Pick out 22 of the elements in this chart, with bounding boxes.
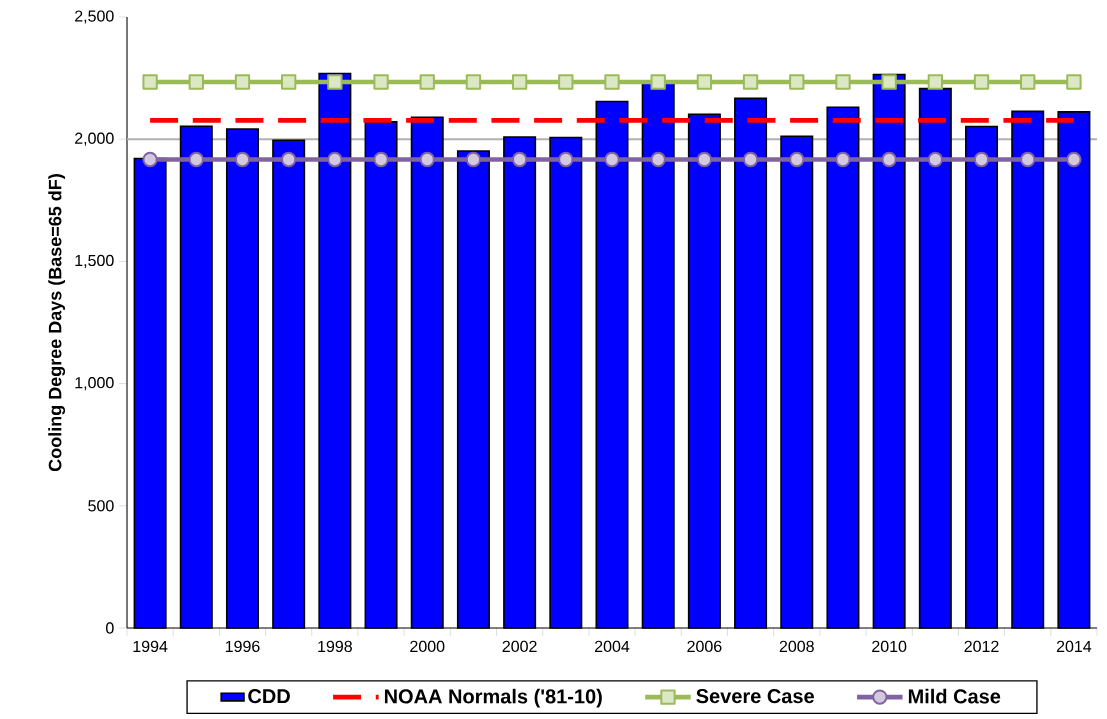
x-tick-label: 2008 (779, 640, 814, 653)
y-tick-label: 1,500 (75, 254, 114, 269)
legend-label: Mild Case (908, 688, 1001, 704)
legend-label: Severe Case (696, 689, 814, 704)
x-tick-label: 2006 (687, 640, 722, 653)
x-tick-label: 1996 (225, 640, 260, 653)
x-tick-label: 2014 (1056, 640, 1092, 653)
legend-label: CDD (248, 689, 290, 704)
x-tick-label: 2002 (502, 640, 537, 653)
y-tick-label: 500 (88, 500, 114, 512)
x-tick-label: 2012 (964, 640, 999, 653)
y-tick-label: 0 (106, 622, 114, 634)
x-tick-label: 1998 (318, 640, 352, 653)
x-tick-label: 2000 (410, 640, 445, 653)
x-tick-label: 2010 (872, 640, 907, 653)
x-tick-label: 2004 (595, 640, 630, 653)
y-tick-label: 2,000 (75, 132, 114, 146)
y-tick-label: 1,000 (75, 377, 114, 391)
y-tick-label: 2,500 (75, 10, 114, 24)
y-axis-title: Cooling Degree Days (Base=65 dF) (48, 174, 66, 472)
x-tick-label: 1994 (133, 640, 168, 653)
legend-label: NOAA Normals ('81-10) (384, 688, 602, 708)
